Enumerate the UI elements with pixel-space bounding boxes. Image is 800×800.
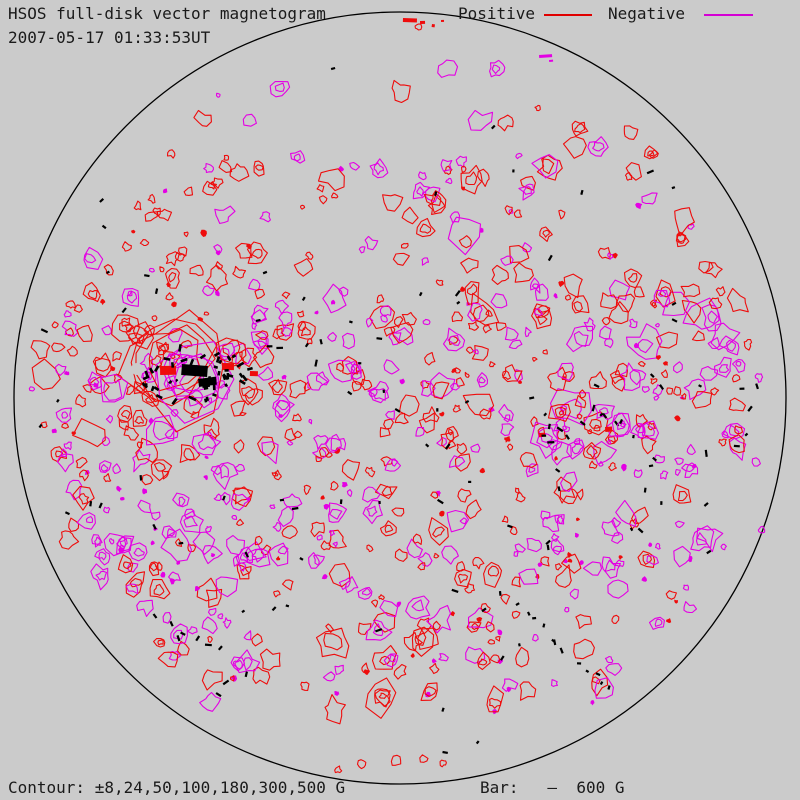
contour-levels-label: Contour: ±8,24,50,100,180,300,500 G (8, 778, 346, 797)
solar-limb (13, 11, 787, 785)
legend-negative-line-swatch (704, 14, 753, 16)
legend-positive-line-swatch (544, 14, 592, 16)
plot-title: HSOS full-disk vector magnetogram (8, 4, 326, 23)
legend-negative-label: Negative (608, 4, 686, 23)
contour-field (13, 11, 787, 785)
plot-timestamp: 2007-05-17 01:33:53UT (8, 28, 211, 47)
legend-positive-label: Positive (458, 4, 536, 23)
bar-scale-label: Bar: — 600 G (480, 778, 625, 797)
